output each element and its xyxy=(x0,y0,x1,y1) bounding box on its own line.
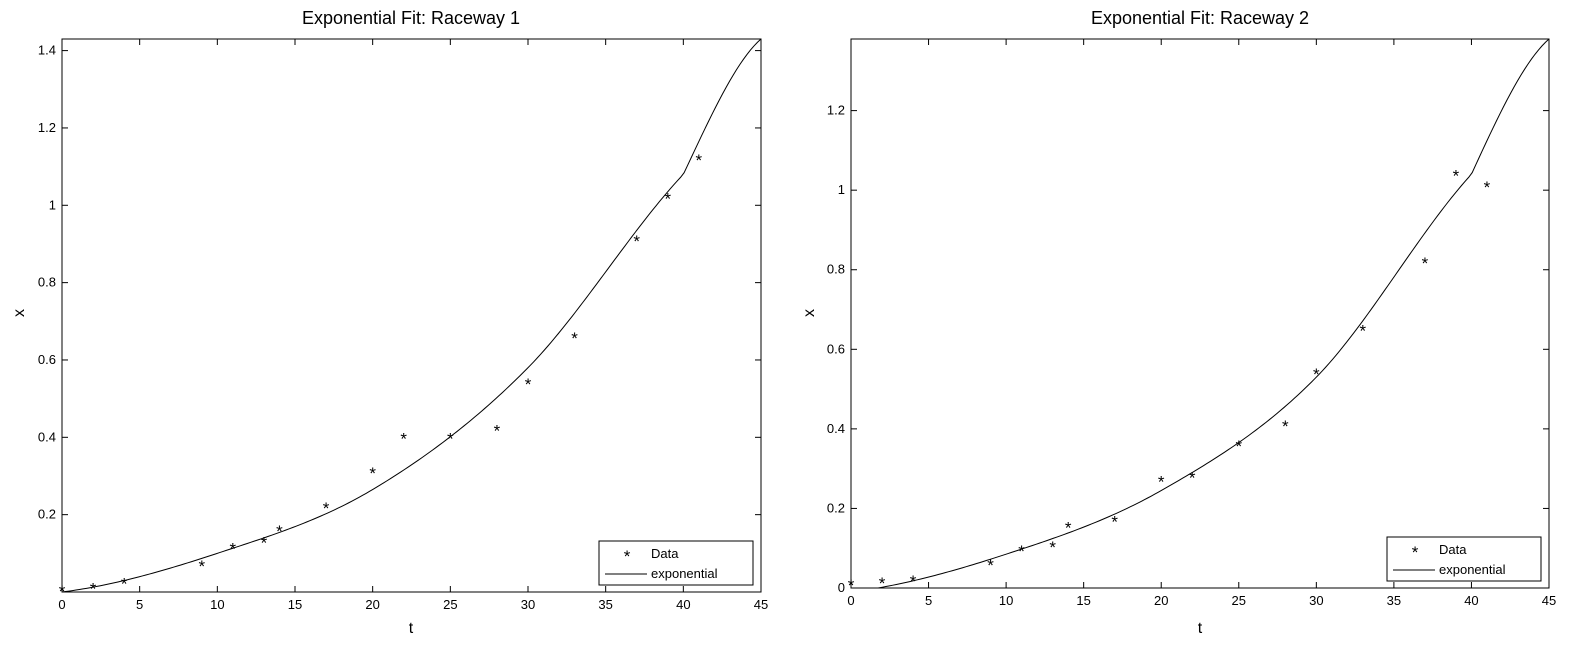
data-point: * xyxy=(1018,542,1025,561)
x-tick-label: 0 xyxy=(847,593,854,608)
data-point: * xyxy=(400,429,407,448)
y-tick-label: 0.4 xyxy=(38,429,56,444)
y-tick-label: 0.6 xyxy=(38,352,56,367)
data-point: * xyxy=(261,534,268,553)
y-tick-label: 0.4 xyxy=(827,421,845,436)
y-tick-label: 0.2 xyxy=(38,507,56,522)
data-point: * xyxy=(1360,321,1367,340)
data-point: * xyxy=(198,557,205,576)
plot-frame xyxy=(61,38,762,593)
data-point: * xyxy=(1235,437,1242,456)
y-tick-label: 0.8 xyxy=(38,275,56,290)
legend-entry-data: Data xyxy=(1439,542,1467,557)
data-point: * xyxy=(323,499,330,518)
data-point: * xyxy=(447,429,454,448)
x-axis-label: t xyxy=(409,620,414,637)
plot-frame xyxy=(850,38,1550,589)
data-point: * xyxy=(1189,469,1196,488)
series-line-exponential xyxy=(874,39,1549,588)
x-tick-label: 20 xyxy=(365,597,379,612)
x-tick-label: 40 xyxy=(676,597,690,612)
y-tick-label: 1 xyxy=(838,182,845,197)
data-point: * xyxy=(1282,417,1289,436)
data-point: * xyxy=(1065,518,1072,537)
data-point: * xyxy=(121,574,128,593)
data-point: * xyxy=(494,422,501,441)
data-point: * xyxy=(1422,254,1429,273)
legend-entry-exponential: exponential xyxy=(1439,562,1506,577)
legend-marker-data: * xyxy=(624,547,631,566)
y-tick-label: 0 xyxy=(838,580,845,595)
x-tick-label: 20 xyxy=(1154,593,1168,608)
data-point: * xyxy=(633,232,640,251)
x-tick-label: 25 xyxy=(443,597,457,612)
legend-entry-data: Data xyxy=(651,546,679,561)
series-line-exponential xyxy=(62,39,761,592)
y-tick-label: 1.2 xyxy=(38,120,56,135)
data-point: * xyxy=(1111,512,1118,531)
x-tick-label: 10 xyxy=(210,597,224,612)
x-tick-label: 0 xyxy=(58,597,65,612)
legend-box xyxy=(1386,536,1542,582)
x-tick-label: 10 xyxy=(999,593,1013,608)
legend-marker-data: * xyxy=(1412,543,1419,562)
data-point: * xyxy=(1453,166,1460,185)
x-tick-label: 25 xyxy=(1232,593,1246,608)
legend-entry-exponential: exponential xyxy=(651,566,718,581)
y-tick-label: 0.2 xyxy=(827,500,845,515)
data-point: * xyxy=(1158,473,1165,492)
y-tick-label: 0.6 xyxy=(827,341,845,356)
data-point: * xyxy=(1313,365,1320,384)
x-axis-label: t xyxy=(1198,620,1203,637)
x-tick-label: 45 xyxy=(754,597,768,612)
x-tick-label: 35 xyxy=(598,597,612,612)
chart-title: Exponential Fit: Raceway 2 xyxy=(1091,8,1309,28)
data-point: * xyxy=(230,540,237,559)
data-point: * xyxy=(525,375,532,394)
x-tick-label: 5 xyxy=(925,593,932,608)
legend-box xyxy=(598,540,754,586)
y-tick-label: 0.8 xyxy=(827,262,845,277)
plot-raceway-2: Exponential Fit: Raceway 2 t x 0 5 10 15 20 2… xyxy=(801,8,1556,637)
y-tick-label: 1 xyxy=(49,197,56,212)
y-tick-label: 1.2 xyxy=(827,103,845,118)
data-point: * xyxy=(1484,178,1491,197)
data-point: * xyxy=(276,522,283,541)
data-point: * xyxy=(59,582,66,601)
data-point: * xyxy=(848,576,855,595)
x-tick-label: 30 xyxy=(1309,593,1323,608)
x-tick-label: 30 xyxy=(521,597,535,612)
x-tick-label: 15 xyxy=(288,597,302,612)
data-point: * xyxy=(90,579,97,598)
data-point: * xyxy=(369,464,376,483)
data-point: * xyxy=(987,556,994,575)
y-axis-label: x xyxy=(801,309,818,317)
y-tick-label: 1.4 xyxy=(38,43,56,58)
x-tick-label: 5 xyxy=(136,597,143,612)
plot-raceway-1: Exponential Fit: Raceway 1 t x 0 5 10 15 20 2… xyxy=(11,8,768,637)
data-point: * xyxy=(571,329,578,348)
data-point: * xyxy=(879,574,886,593)
x-tick-label: 40 xyxy=(1464,593,1478,608)
x-tick-label: 45 xyxy=(1542,593,1556,608)
data-point: * xyxy=(664,190,671,209)
x-tick-label: 15 xyxy=(1076,593,1090,608)
chart-title: Exponential Fit: Raceway 1 xyxy=(302,8,520,28)
x-tick-label: 35 xyxy=(1387,593,1401,608)
data-point: * xyxy=(910,572,917,591)
data-point: * xyxy=(696,151,703,170)
data-point: * xyxy=(1049,538,1056,557)
y-axis-label: x xyxy=(11,309,28,317)
